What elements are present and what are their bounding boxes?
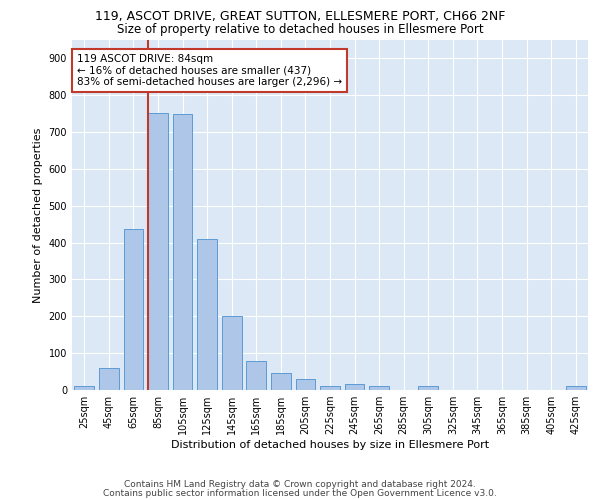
- Bar: [247, 360, 266, 390]
- Text: Contains public sector information licensed under the Open Government Licence v3: Contains public sector information licen…: [103, 488, 497, 498]
- Bar: [197, 239, 217, 390]
- Bar: [320, 386, 340, 390]
- Bar: [222, 316, 242, 390]
- Text: 119, ASCOT DRIVE, GREAT SUTTON, ELLESMERE PORT, CH66 2NF: 119, ASCOT DRIVE, GREAT SUTTON, ELLESMER…: [95, 10, 505, 23]
- Bar: [271, 374, 290, 390]
- Text: Contains HM Land Registry data © Crown copyright and database right 2024.: Contains HM Land Registry data © Crown c…: [124, 480, 476, 489]
- Bar: [173, 114, 193, 390]
- X-axis label: Distribution of detached houses by size in Ellesmere Port: Distribution of detached houses by size …: [171, 440, 489, 450]
- Text: Size of property relative to detached houses in Ellesmere Port: Size of property relative to detached ho…: [116, 22, 484, 36]
- Bar: [345, 384, 364, 390]
- Bar: [566, 386, 586, 390]
- Bar: [296, 379, 315, 390]
- Bar: [418, 386, 438, 390]
- Bar: [99, 368, 119, 390]
- Bar: [74, 386, 94, 390]
- Bar: [370, 386, 389, 390]
- Text: 119 ASCOT DRIVE: 84sqm
← 16% of detached houses are smaller (437)
83% of semi-de: 119 ASCOT DRIVE: 84sqm ← 16% of detached…: [77, 54, 342, 87]
- Bar: [148, 113, 168, 390]
- Y-axis label: Number of detached properties: Number of detached properties: [33, 128, 43, 302]
- Bar: [124, 229, 143, 390]
